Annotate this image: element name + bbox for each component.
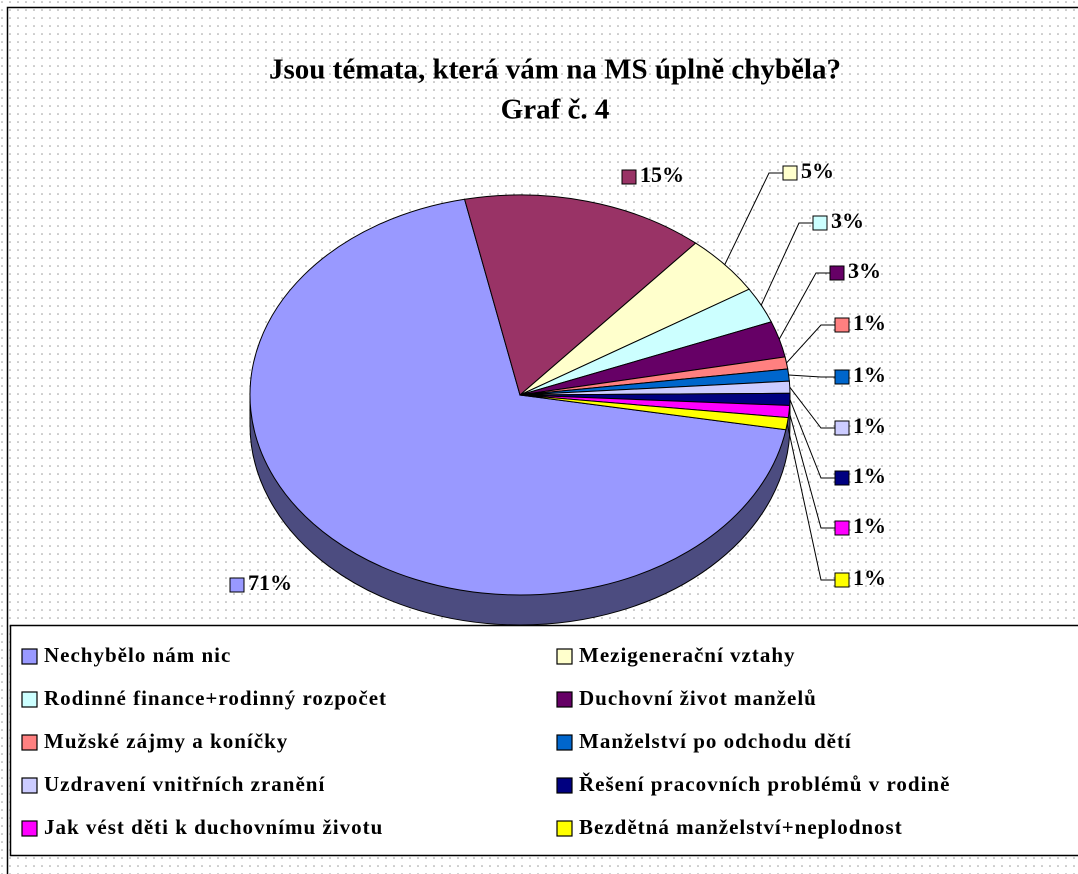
legend-box (9, 624, 1078, 857)
label-swatch (834, 572, 850, 588)
leader-line (789, 399, 835, 479)
data-label: 1% (853, 513, 886, 538)
legend-swatch (556, 734, 573, 751)
legend-swatch (21, 648, 38, 665)
data-label: 1% (853, 413, 886, 438)
chart-subtitle: Graf č. 4 (501, 94, 610, 126)
legend-label: Duchovní život manželů (579, 686, 817, 710)
label-swatch (812, 215, 828, 231)
legend-label: Jak vést děti k duchovnímu životu (44, 815, 383, 839)
data-label: 1% (853, 362, 886, 387)
label-swatch (834, 470, 850, 486)
data-label: 15% (640, 162, 684, 187)
leader-line (788, 411, 835, 529)
legend-swatch (556, 691, 573, 708)
label-swatch (229, 577, 245, 593)
label-swatch (834, 369, 850, 385)
legend-swatch (556, 777, 573, 794)
legend-label: Nechybělo nám nic (44, 643, 231, 667)
data-label: 71% (248, 570, 292, 595)
leader-line (789, 386, 835, 429)
label-swatch (782, 165, 798, 181)
data-label: 1% (853, 463, 886, 488)
legend-swatch (21, 777, 38, 794)
data-label: 1% (853, 310, 886, 335)
legend-swatch (21, 734, 38, 751)
legend-swatch (21, 820, 38, 837)
data-label: 5% (801, 158, 834, 183)
chart-border (6, 6, 1078, 874)
leader-line (788, 374, 835, 378)
legend-label: Rodinné finance+rodinný rozpočet (44, 686, 387, 710)
legend-swatch (556, 820, 573, 837)
legend-swatch (556, 648, 573, 665)
pie-slice (249, 198, 787, 596)
data-label: 3% (831, 208, 864, 233)
chart-title: Jsou témata, která vám na MS úplně chybě… (269, 54, 841, 86)
legend-label: Uzdravení vnitřních zranění (44, 772, 325, 796)
legend-swatch (21, 691, 38, 708)
pie-slice (463, 194, 697, 396)
label-swatch (829, 265, 845, 281)
leader-line (760, 222, 813, 306)
leader-line (786, 423, 835, 581)
leader-line (724, 172, 783, 265)
legend-label: Řešení pracovních problémů v rodině (579, 772, 950, 796)
data-label: 3% (848, 258, 881, 283)
label-swatch (834, 520, 850, 536)
label-swatch (834, 420, 850, 436)
legend-label: Bezdětná manželství+neplodnost (579, 815, 903, 839)
legend-label: Mezigenerační vztahy (579, 643, 796, 667)
pie-slice (519, 394, 789, 431)
label-swatch (621, 169, 637, 185)
label-swatch (834, 317, 850, 333)
data-label: 1% (853, 565, 886, 590)
legend-label: Manželství po odchodu dětí (579, 729, 852, 753)
leader-line (778, 272, 830, 340)
legend-label: Mužské zájmy a koníčky (44, 729, 288, 753)
leader-line (786, 324, 835, 364)
